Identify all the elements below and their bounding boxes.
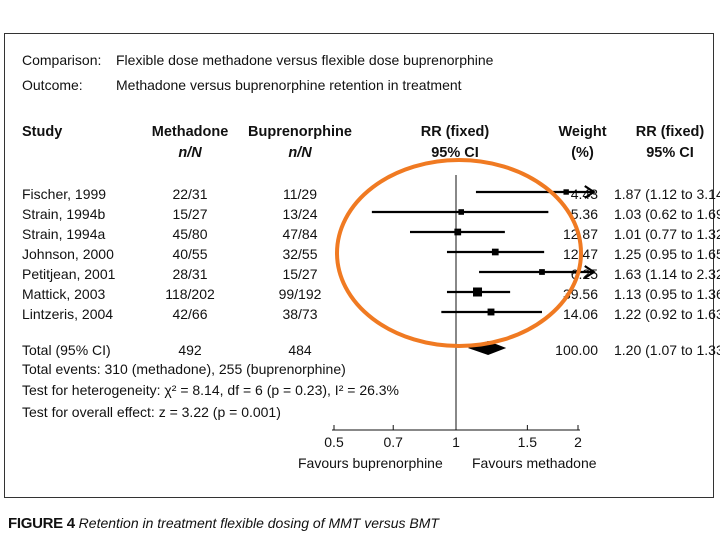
col-buprenorphine-sub: n/N [288,145,312,161]
comparison-value: Flexible dose methadone versus flexible … [116,52,494,68]
methadone-count: 118/202 [165,286,215,302]
rr-ci-value: 1.22 (0.92 to 1.63) [614,306,720,322]
table-row: Lintzeris, 2004 42/66 38/73 14.06 1.22 (… [0,306,720,326]
methadone-count: 22/31 [172,186,208,202]
methadone-count: 28/31 [172,266,208,282]
total-weight: 100.00 [555,342,598,358]
col-methadone-sub: n/N [178,145,202,161]
favours-right-label: Favours methadone [472,455,597,471]
overall-effect-test: Test for overall effect: z = 3.22 (p = 0… [22,404,281,420]
col-rr-text: RR (fixed) [635,124,705,140]
study-name: Petitjean, 2001 [22,266,116,282]
table-row: Johnson, 2000 40/55 32/55 12.47 1.25 (0.… [0,246,720,266]
x-tick-label: 0.7 [383,434,403,450]
pooled-diamond [467,341,507,355]
table-row: Fischer, 1999 22/31 11/29 4.43 1.87 (1.1… [0,186,720,206]
buprenorphine-count: 47/84 [282,226,318,242]
rr-ci-value: 1.03 (0.62 to 1.69) [614,206,720,222]
point-estimate [491,248,499,256]
table-row: Petitjean, 2001 28/31 15/27 6.25 1.63 (1… [0,266,720,286]
rr-ci-value: 1.63 (1.14 to 2.32) [614,266,720,282]
study-name: Lintzeris, 2004 [22,306,114,322]
rr-ci-value: 1.13 (0.95 to 1.36) [614,286,720,302]
buprenorphine-count: 38/73 [282,306,318,322]
col-rr-plot-sub: 95% CI [431,145,479,161]
total-row: Total (95% CI) 492 484 100.00 1.20 (1.07… [0,342,720,362]
figure-frame [4,33,714,498]
outcome-value: Methadone versus buprenorphine retention… [116,77,462,93]
buprenorphine-count: 99/192 [278,286,322,302]
total-rr-ci: 1.20 (1.07 to 1.33) [614,342,720,358]
rr-ci-value: 1.87 (1.12 to 3.14) [614,186,720,202]
weight-value: 14.06 [562,306,598,322]
buprenorphine-count: 32/55 [282,246,318,262]
col-methadone: Methadone [151,124,229,140]
methadone-count: 15/27 [172,206,208,222]
col-rr-text-sub: 95% CI [646,145,694,161]
figure-number: FIGURE 4 [8,515,75,532]
buprenorphine-count: 11/29 [283,186,317,202]
total-label: Total (95% CI) [22,342,111,358]
x-tick-label: 1 [452,434,460,450]
point-estimate [458,209,464,215]
methadone-count: 40/55 [172,246,208,262]
point-estimate [487,308,495,316]
comparison-label: Comparison: [22,52,102,68]
ci-arrow [584,265,596,279]
point-estimate [539,269,545,275]
x-tick-label: 1.5 [518,434,538,450]
total-methadone: 492 [178,342,202,358]
point-estimate [473,287,483,297]
col-weight-sub: (%) [571,145,594,161]
favours-left-label: Favours buprenorphine [298,455,443,471]
table-row: Strain, 1994a 45/80 47/84 12.87 1.01 (0.… [0,226,720,246]
study-name: Mattick, 2003 [22,286,106,302]
figure-caption-text: Retention in treatment flexible dosing o… [78,515,439,531]
table-row: Mattick, 2003 118/202 99/192 39.56 1.13 … [0,286,720,306]
study-name: Johnson, 2000 [22,246,114,262]
col-rr-plot: RR (fixed) [420,124,490,140]
study-name: Strain, 1994b [22,206,106,222]
outcome-label: Outcome: [22,77,83,93]
weight-value: 5.36 [570,206,598,222]
total-events: Total events: 310 (methadone), 255 (bupr… [22,361,346,377]
table-row: Strain, 1994b 15/27 13/24 5.36 1.03 (0.6… [0,206,720,226]
point-estimate [563,189,569,195]
total-buprenorphine: 484 [288,342,312,358]
col-buprenorphine: Buprenorphine [248,124,352,140]
study-name: Fischer, 1999 [22,186,107,202]
highlight-ellipse [335,158,583,348]
heterogeneity-test: Test for heterogeneity: χ² = 8.14, df = … [22,382,400,398]
col-study: Study [22,124,63,140]
methadone-count: 45/80 [172,226,208,242]
ci-arrow [584,185,596,199]
point-estimate [454,228,462,236]
buprenorphine-count: 13/24 [282,206,318,222]
x-tick-label: 0.5 [324,434,344,450]
x-tick-label: 2 [574,434,582,450]
rr-ci-value: 1.01 (0.77 to 1.32) [614,226,720,242]
methadone-count: 42/66 [172,306,208,322]
study-name: Strain, 1994a [22,226,106,242]
col-weight: Weight [558,124,607,140]
rr-ci-value: 1.25 (0.95 to 1.65) [614,246,720,262]
buprenorphine-count: 15/27 [282,266,318,282]
figure-caption: FIGURE 4 Retention in treatment flexible… [8,515,439,532]
